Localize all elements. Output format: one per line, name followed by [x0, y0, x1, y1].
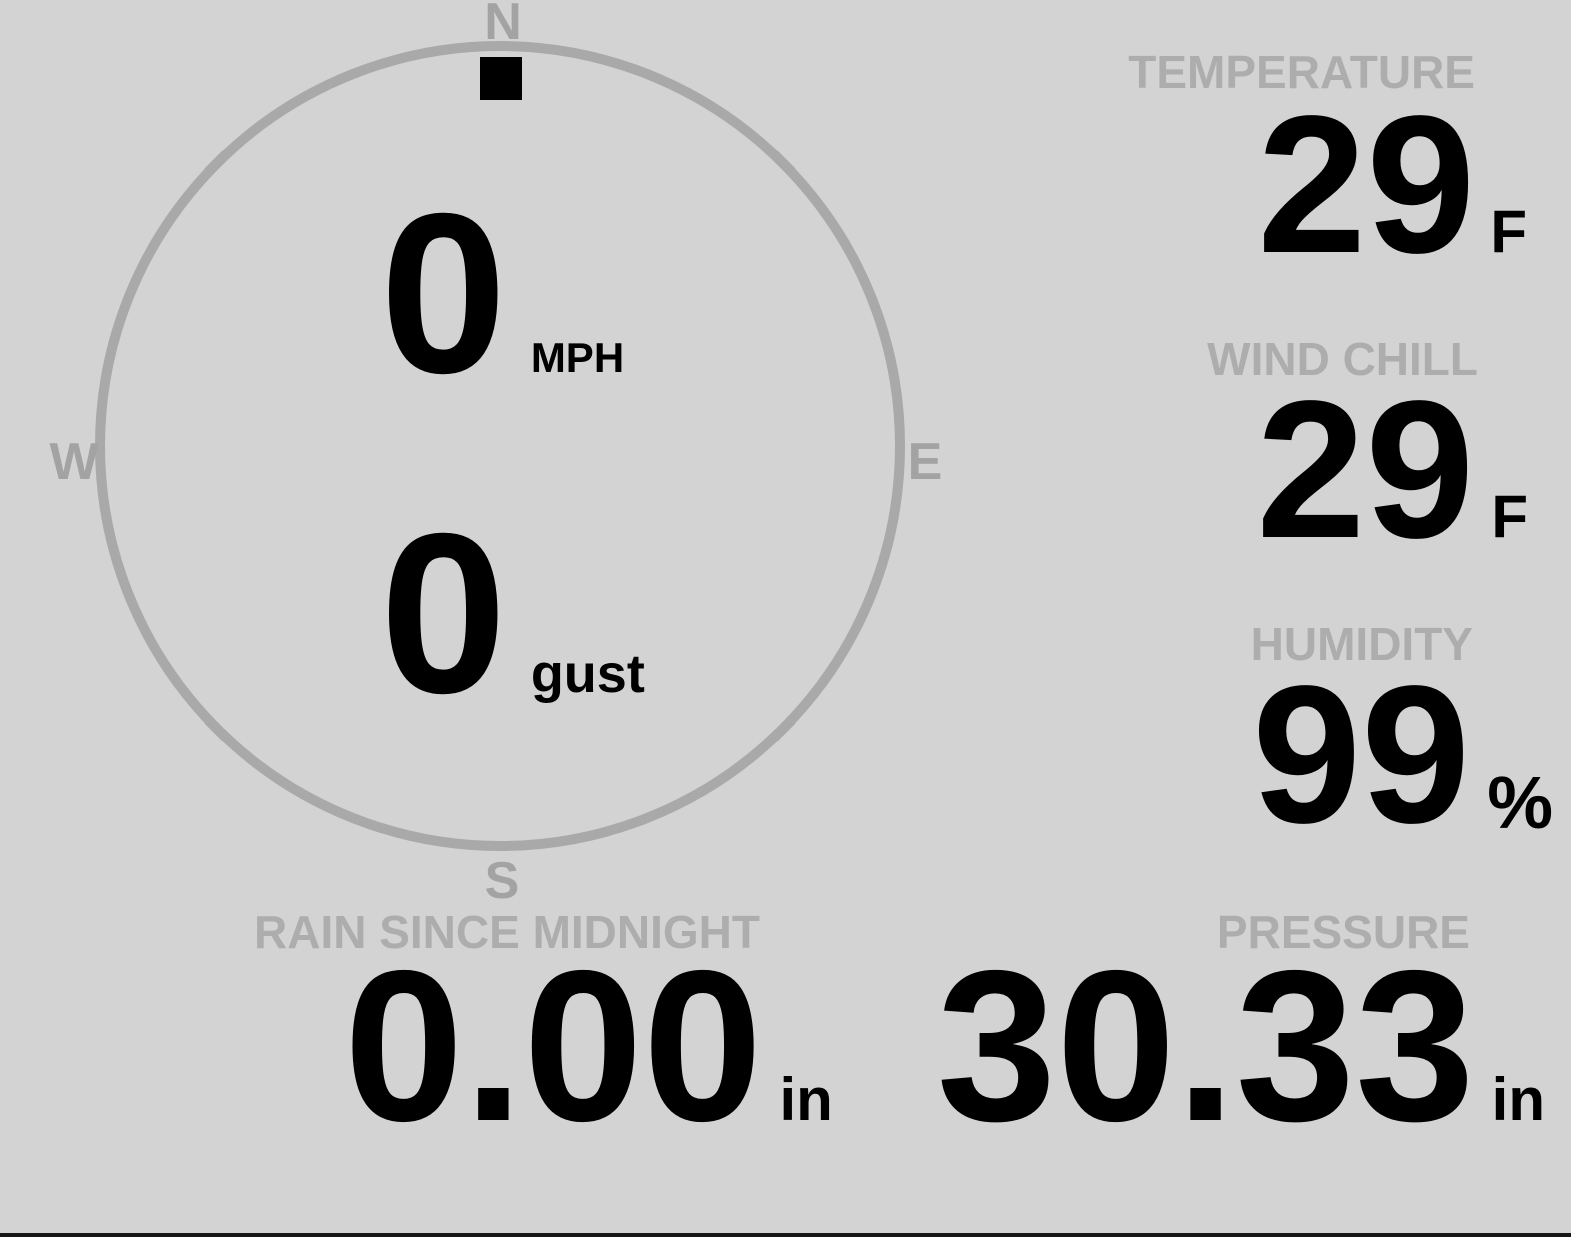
pressure-value: 30.33: [936, 925, 1475, 1166]
temperature-label: TEMPERATURE: [1128, 46, 1475, 98]
temperature-unit: F: [1490, 198, 1527, 265]
wind-gust: 0 gust: [380, 500, 645, 728]
compass-label-south: S: [484, 852, 520, 910]
pressure-value-row: 30.33 in: [937, 938, 1545, 1153]
rain-since-midnight-label: RAIN SINCE MIDNIGHT: [254, 906, 760, 958]
humidity-value: 99: [1252, 645, 1471, 864]
rain-since-midnight-value-row: 0.00 in: [344, 938, 833, 1153]
temperature-value-row: 29 F: [1257, 87, 1527, 283]
humidity-label: HUMIDITY: [1250, 618, 1473, 670]
humidity-unit: %: [1487, 761, 1553, 844]
wind-chill-value: 29: [1256, 360, 1475, 579]
compass-label-west: W: [49, 433, 99, 491]
wind-direction-marker-icon: [480, 57, 522, 100]
compass-label-east: E: [907, 433, 943, 491]
rain-since-midnight-unit: in: [779, 1066, 833, 1133]
pressure-unit: in: [1491, 1066, 1545, 1133]
compass-circle: [95, 41, 905, 851]
wind-gust-value: 0: [380, 487, 507, 741]
screen-bottom-edge: [0, 1233, 1571, 1237]
pressure-label: PRESSURE: [1216, 906, 1470, 958]
wind-speed: 0 MPH: [380, 180, 624, 408]
wind-chill-value-row: 29 F: [1256, 372, 1528, 568]
wind-chill-unit: F: [1491, 483, 1528, 550]
humidity-value-row: 99 %: [1252, 657, 1553, 853]
wind-chill-label: WIND CHILL: [1207, 333, 1478, 385]
rain-since-midnight-value: 0.00: [344, 925, 763, 1166]
compass-label-north: N: [484, 0, 522, 51]
wind-speed-value: 0: [380, 167, 507, 421]
wind-gust-unit: gust: [530, 644, 645, 704]
temperature-value: 29: [1257, 75, 1476, 294]
wind-speed-unit: MPH: [530, 334, 625, 381]
